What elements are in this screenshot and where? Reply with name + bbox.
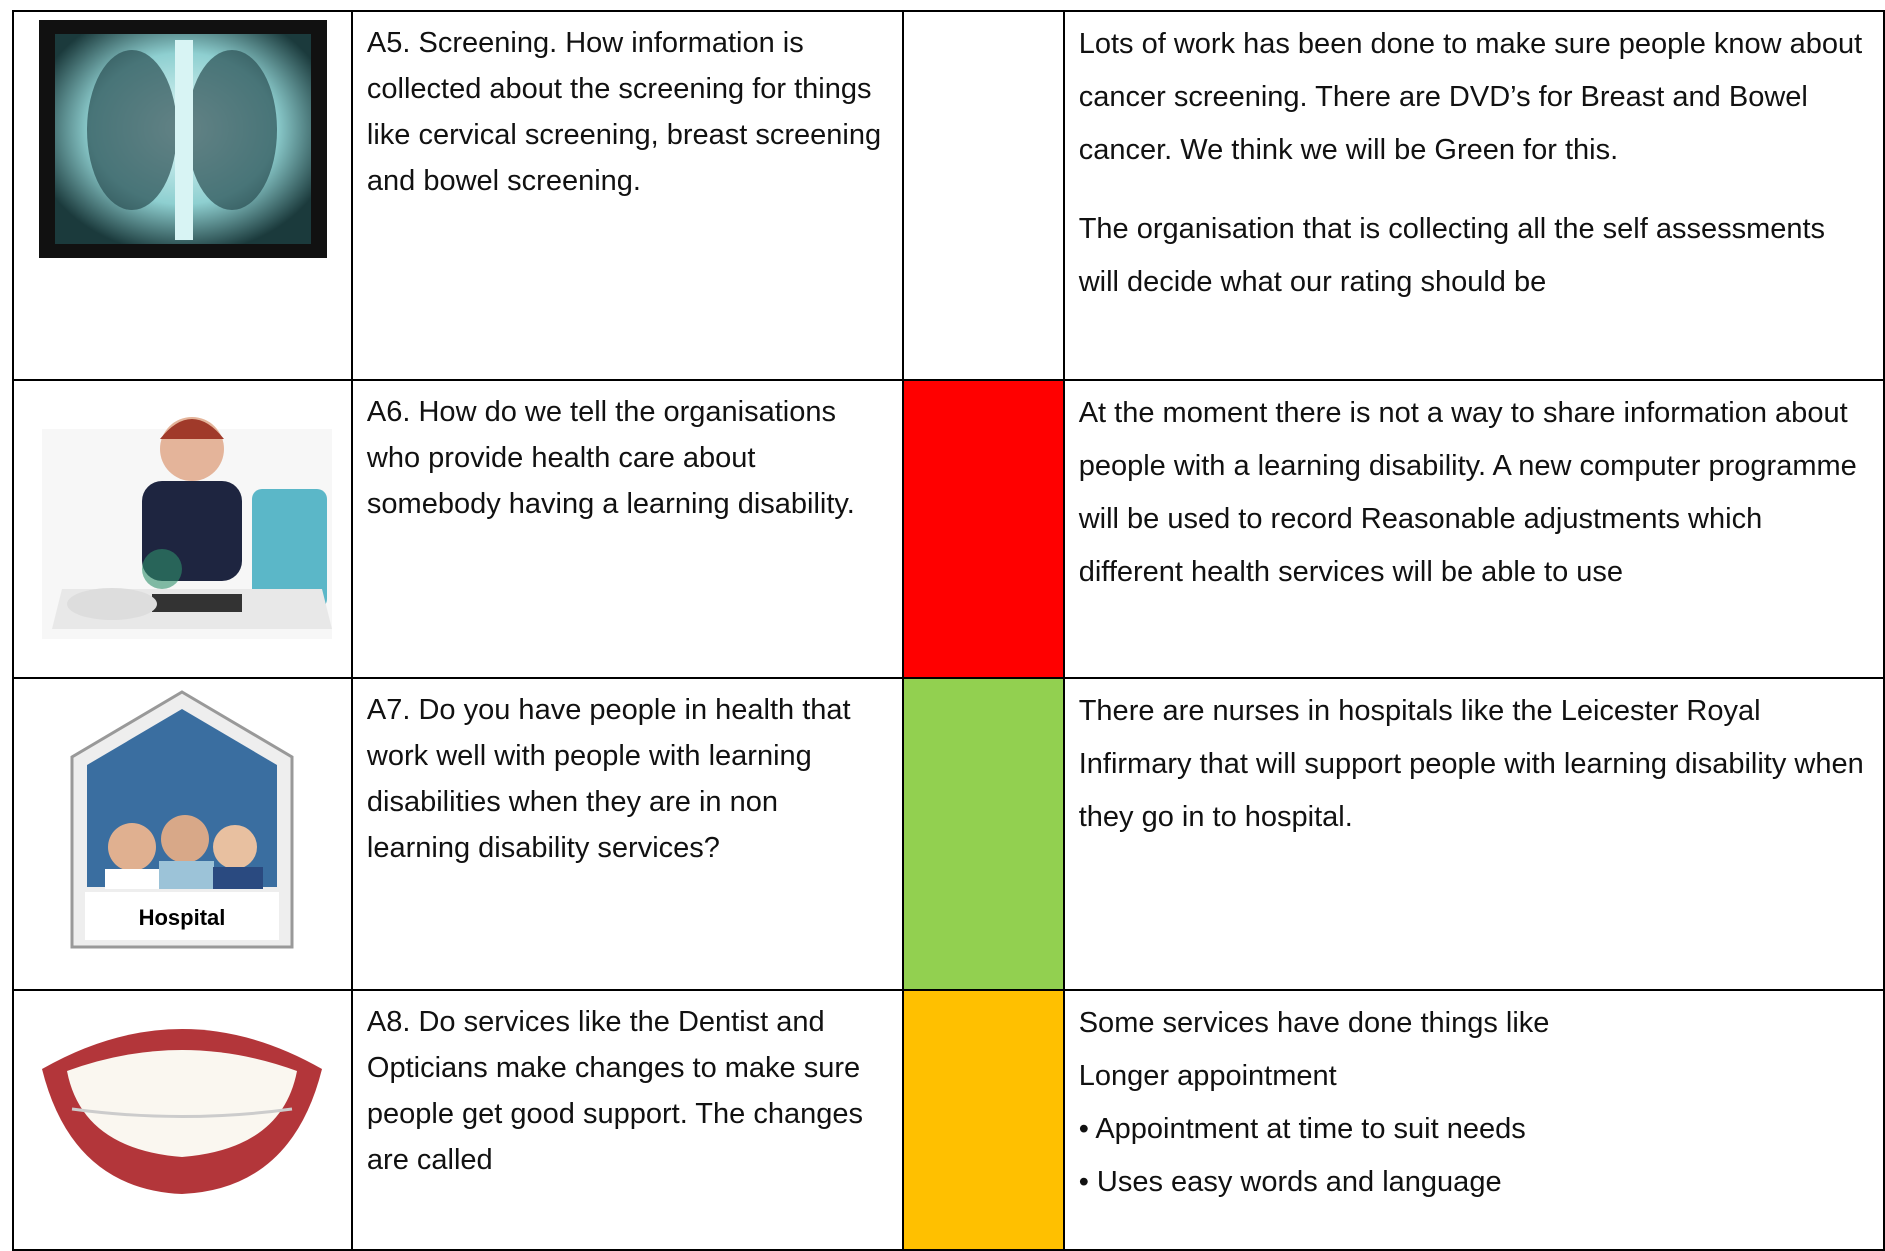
- comment-cell: Lots of work has been done to make sure …: [1062, 10, 1885, 381]
- image-label: Hospital: [139, 905, 226, 930]
- assessment-table: A5. Screening. How information is collec…: [12, 10, 1885, 1251]
- image-cell: [12, 989, 353, 1251]
- table-row: A6. How do we tell the organisations who…: [12, 379, 1885, 679]
- image-cell: [12, 10, 353, 381]
- hospital-image: Hospital: [70, 690, 294, 949]
- comment-cell: There are nurses in hospitals like the L…: [1062, 677, 1885, 991]
- image-cell: Hospital: [12, 677, 353, 991]
- table-row: A8. Do services like the Dentist and Opt…: [12, 989, 1885, 1251]
- question-cell: A7. Do you have people in health that wo…: [350, 677, 905, 991]
- comment-cell: Some services have done things like Longe…: [1062, 989, 1885, 1251]
- status-cell: [902, 379, 1065, 679]
- page: A5. Screening. How information is collec…: [12, 10, 1885, 1251]
- office-worker-image: [42, 417, 333, 639]
- image-cell: [12, 379, 353, 679]
- status-cell: [902, 989, 1065, 1251]
- comment-paragraph: Lots of work has been done to make sure …: [1078, 28, 1863, 166]
- comment-cell: At the moment there is not a way to shar…: [1062, 379, 1885, 679]
- comment-paragraph: The organisation that is collecting all …: [1078, 213, 1826, 298]
- status-cell: [902, 677, 1065, 991]
- question-cell: A5. Screening. How information is collec…: [350, 10, 905, 381]
- teeth-image: [42, 1029, 323, 1194]
- question-cell: A6. How do we tell the organisations who…: [350, 379, 905, 679]
- comment-line: • Uses easy words and language: [1078, 1166, 1502, 1198]
- table-row: Hospital A7. Do you have people in health…: [12, 677, 1885, 991]
- xray-image: [39, 20, 328, 258]
- comment-paragraph: At the moment there is not a way to shar…: [1078, 397, 1857, 588]
- question-cell: A8. Do services like the Dentist and Opt…: [350, 989, 905, 1251]
- status-cell: [902, 10, 1065, 381]
- comment-line: • Appointment at time to suit needs: [1078, 1113, 1526, 1145]
- comment-line: Some services have done things like: [1078, 1007, 1550, 1039]
- comment-paragraph: There are nurses in hospitals like the L…: [1078, 695, 1864, 833]
- comment-line: Longer appointment: [1078, 1060, 1337, 1092]
- table-row: A5. Screening. How information is collec…: [12, 10, 1885, 381]
